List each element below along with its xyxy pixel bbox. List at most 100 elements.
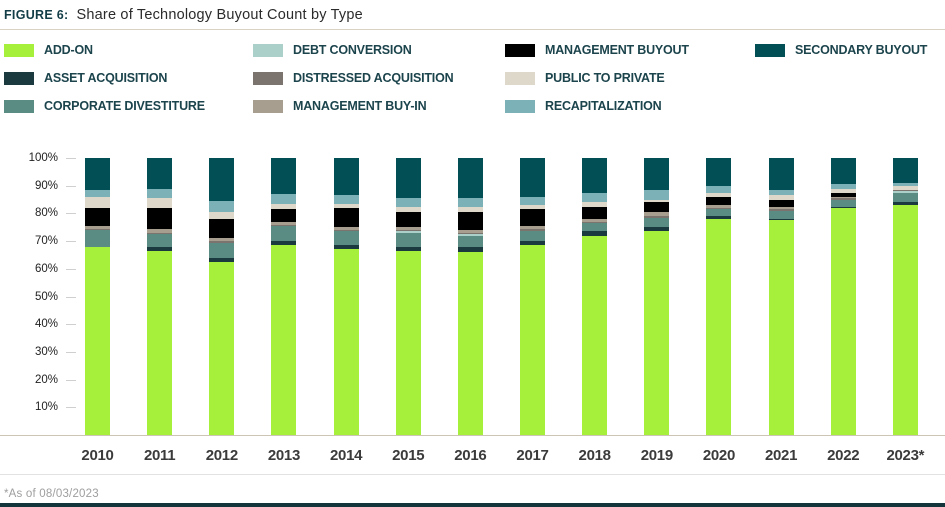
year-label: 2021 — [764, 446, 798, 464]
legend-label: MANAGEMENT BUY-IN — [293, 99, 427, 113]
bar-segment — [830, 184, 856, 189]
bar-segment — [271, 241, 297, 246]
y-axis-tick-label: 30% — [34, 345, 58, 358]
bar-segment — [644, 217, 670, 228]
legend-item: ADD-ON — [4, 42, 253, 58]
bar-segment — [271, 194, 297, 204]
legend-swatch-icon — [755, 43, 785, 57]
bar-segment — [768, 209, 794, 211]
bar-segment — [519, 225, 545, 229]
y-axis-tick-mark — [66, 324, 76, 326]
x-axis-label: 2013 — [268, 447, 300, 464]
bar-segment — [395, 198, 421, 207]
year-label: 2010 — [81, 446, 114, 464]
year-label: 2016 — [454, 446, 487, 464]
bar-segment — [395, 231, 421, 233]
year-label: 2017 — [516, 446, 549, 464]
bar-segment — [395, 230, 421, 232]
bar-segment — [457, 235, 483, 247]
bar-segment — [830, 198, 856, 200]
chart-legend: ADD-ON ASSET ACQUISITION CORPORATE DIVESTI… — [0, 30, 945, 114]
legend-column: DEBT CONVERSION DISTRESSED ACQUISITION MAN… — [253, 42, 505, 114]
y-axis-tick-label: 60% — [34, 262, 58, 275]
bar-segment — [519, 241, 545, 246]
bar-segment — [209, 238, 235, 242]
y-axis-tick-label: 100% — [28, 152, 58, 164]
bar-segment — [706, 205, 732, 208]
bar-segment — [209, 158, 235, 201]
y-axis-tick-mark — [66, 213, 76, 215]
bar-segment — [830, 188, 856, 193]
legend-label: ASSET ACQUISITION — [44, 71, 168, 85]
figure-label: FIGURE 6: — [4, 8, 69, 22]
bar-segment — [768, 220, 794, 435]
bar-segment — [830, 207, 856, 435]
year-label: 2012 — [205, 446, 238, 464]
bar-segment — [147, 234, 173, 247]
bar-segment — [768, 206, 794, 210]
legend-item: ASSET ACQUISITION — [4, 70, 253, 86]
bar-segment — [333, 195, 359, 204]
legend-label: PUBLIC TO PRIVATE — [545, 71, 665, 85]
bar-segment — [271, 224, 297, 226]
legend-item: SECONDARY BUYOUT — [755, 42, 927, 58]
bar-segment — [85, 228, 110, 231]
y-axis-tick-label: 10% — [34, 401, 58, 414]
bar-segment — [768, 199, 794, 207]
bottom-border — [0, 503, 945, 507]
legend-item: MANAGEMENT BUY-IN — [253, 98, 505, 114]
bar-segment — [706, 192, 732, 197]
bar-segment — [519, 228, 545, 232]
bar-segment — [706, 207, 732, 210]
bar-segment — [85, 246, 110, 435]
legend-item: MANAGEMENT BUYOUT — [505, 42, 755, 58]
bar-segment — [85, 158, 110, 190]
bar-segment — [457, 246, 483, 253]
bar-segment — [582, 231, 608, 236]
stacked-bar — [519, 158, 545, 435]
y-axis-tick-mark — [66, 407, 76, 409]
bar-segment — [395, 206, 421, 213]
bar-segment — [333, 227, 359, 231]
bar-segment — [830, 196, 856, 199]
bar-segment — [768, 210, 794, 219]
bar-segment — [519, 158, 545, 197]
bar-segment — [457, 212, 483, 231]
bar-segment — [457, 206, 483, 213]
legend-item: RECAPITALIZATION — [505, 98, 755, 114]
bar-segment — [147, 158, 173, 189]
bar-segment — [519, 196, 545, 206]
bar-segment — [271, 225, 297, 242]
bar-segment — [147, 207, 173, 229]
bar-segment — [333, 249, 359, 435]
bar-segment — [582, 218, 608, 222]
legend-item: CORPORATE DIVESTITURE — [4, 98, 253, 114]
x-axis-label: 2010 — [81, 447, 113, 464]
legend-item: DEBT CONVERSION — [253, 42, 505, 58]
y-axis-tick-label: 90% — [34, 179, 58, 192]
bar-segment — [644, 158, 670, 190]
bar-segment — [519, 205, 545, 210]
bar-segment — [644, 227, 670, 232]
legend-swatch-icon — [505, 71, 535, 85]
x-axis-label: 2017 — [516, 447, 548, 464]
year-label: 2014 — [329, 446, 363, 464]
bar-segment — [892, 192, 918, 203]
y-axis-tick-mark — [66, 296, 76, 298]
stacked-bar — [768, 158, 794, 435]
bar-segment — [147, 232, 173, 235]
bar-segment — [395, 227, 421, 231]
bar-segment — [582, 235, 608, 435]
x-axis-label: 2016 — [454, 447, 486, 464]
x-axis-label: 2018 — [579, 447, 611, 464]
x-axis-label: 2021 — [765, 447, 797, 464]
bar-segment — [395, 250, 421, 435]
y-axis-tick-mark — [66, 158, 76, 159]
bar-segment — [271, 245, 297, 435]
year-label: 2015 — [392, 446, 425, 464]
bar-segment — [333, 230, 359, 232]
stacked-bar — [706, 158, 732, 435]
bar-segment — [768, 218, 794, 221]
y-axis-tick-mark — [66, 241, 76, 243]
legend-label: MANAGEMENT BUYOUT — [545, 43, 689, 57]
